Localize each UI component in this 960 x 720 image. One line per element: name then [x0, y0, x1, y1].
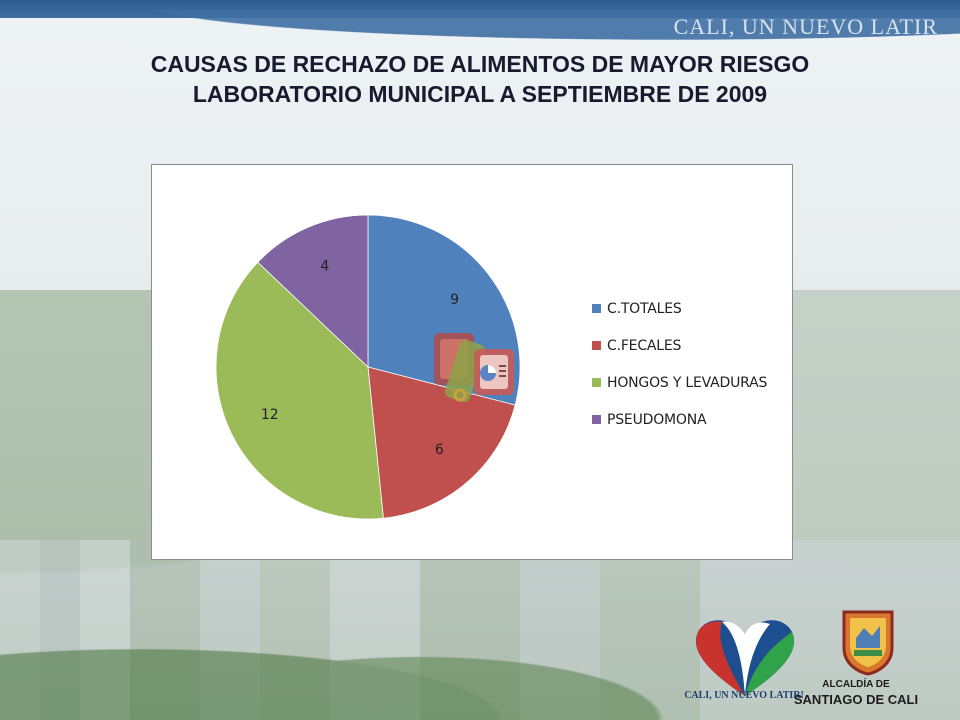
legend-swatch	[592, 415, 601, 424]
pie-slice-pseudomona	[257, 214, 369, 368]
pie-slice-hongos-levaduras	[215, 261, 384, 520]
alcaldia-line-2: SANTIAGO DE CALI	[793, 692, 919, 707]
legend-label: C.FECALES	[607, 337, 682, 354]
pie-data-label: 9	[450, 292, 459, 308]
alcaldia-line-1: ALCALDÍA DE	[822, 679, 890, 690]
clipart-chart-icon	[434, 333, 514, 402]
legend-label: PSEUDOMONA	[607, 411, 707, 428]
pie-data-label: 4	[320, 258, 329, 274]
pie-data-label: 12	[261, 407, 279, 423]
legend: C.TOTALES C.FECALES HONGOS Y LEVADURAS P…	[592, 297, 792, 445]
legend-label: HONGOS Y LEVADURAS	[607, 374, 768, 391]
title-line-1: CAUSAS DE RECHAZO DE ALIMENTOS DE MAYOR …	[150, 51, 810, 77]
title-line-2: LABORATORIO MUNICIPAL A SEPTIEMBRE DE 20…	[192, 81, 768, 107]
legend-label: C.TOTALES	[607, 300, 682, 317]
slide-title: CAUSAS DE RECHAZO DE ALIMENTOS DE MAYOR …	[0, 49, 960, 109]
pie-data-label: 6	[435, 442, 444, 458]
pie-slice-c-fecales	[367, 366, 516, 519]
legend-swatch	[592, 304, 601, 313]
shield-logo	[842, 610, 894, 676]
heart-logo-text: CALI, UN NUEVO LATIR!	[684, 690, 804, 701]
chart-area: 9 6 12 4 C.TOTALES C.FECALES HONGOS Y LEVAD…	[151, 164, 793, 560]
heart-logo	[695, 620, 795, 696]
legend-item: C.TOTALES	[592, 297, 792, 320]
background-trees	[0, 610, 700, 720]
header-wave	[0, 10, 960, 50]
legend-item: HONGOS Y LEVADURAS	[592, 371, 792, 394]
slogan-text: CALI, UN NUEVO LATIR	[673, 14, 938, 39]
legend-swatch	[592, 378, 601, 387]
legend-swatch	[592, 341, 601, 350]
legend-item: C.FECALES	[592, 334, 792, 357]
legend-item: PSEUDOMONA	[592, 408, 792, 431]
